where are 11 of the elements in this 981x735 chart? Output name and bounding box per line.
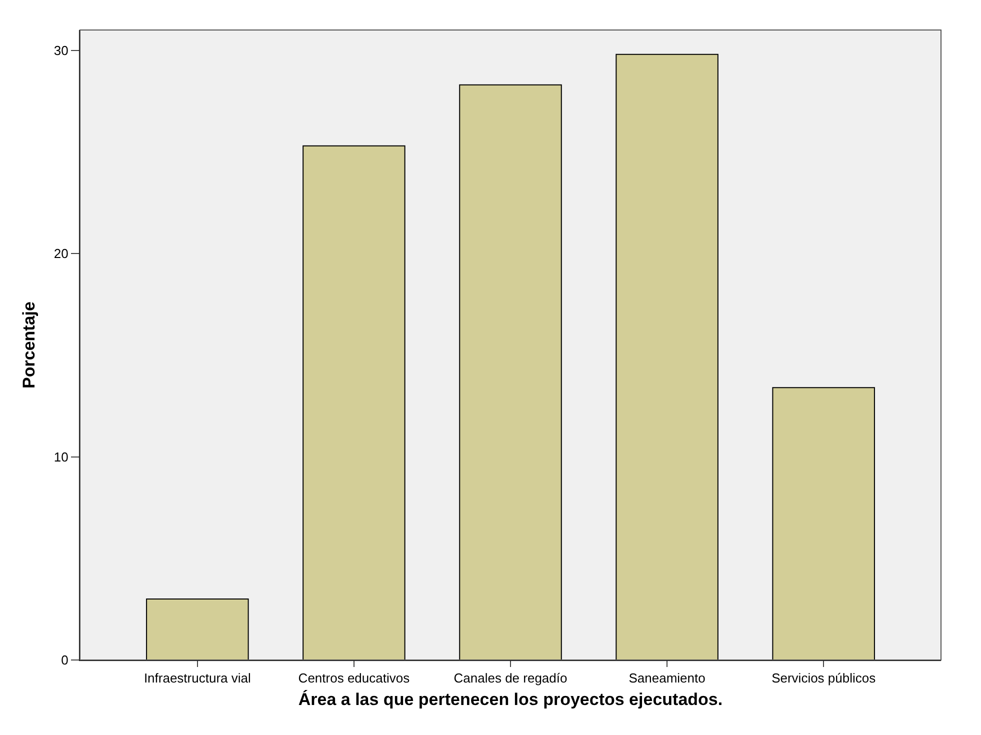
y-tick-label: 0 [61,652,68,668]
x-tick-label: Servicios públicos [772,670,876,686]
x-tick-label: Canales de regadío [454,670,568,686]
y-tick-label: 30 [54,42,68,58]
x-tick-label: Centros educativos [298,670,410,686]
y-axis-title: Porcentaje [19,302,38,388]
x-axis-title: Área a las que pertenecen los proyectos ejecutados. [298,689,723,709]
y-tick-label: 10 [54,449,68,464]
y-tick-label: 20 [54,246,68,262]
x-tick-label: Saneamiento [628,670,706,686]
x-tick-label: Infraestructura vial [144,670,251,686]
